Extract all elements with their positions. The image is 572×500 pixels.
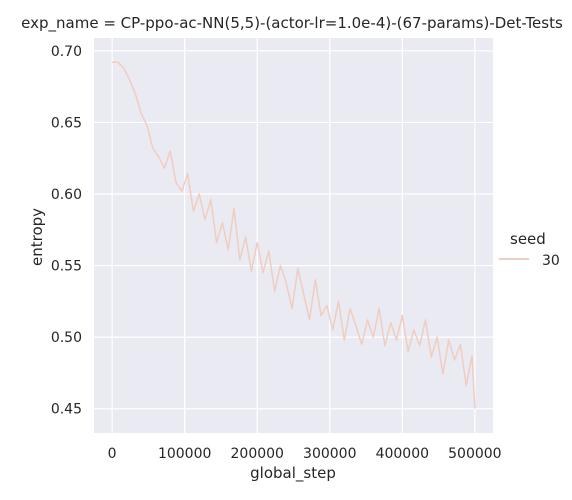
legend-entry-label: 30 [542, 253, 560, 269]
x-tick-label: 100000 [158, 446, 211, 462]
plot-area [94, 38, 493, 433]
y-tick-label: 0.50 [51, 330, 82, 346]
y-tick-label: 0.55 [51, 259, 82, 275]
x-axis-label: global_step [250, 464, 336, 483]
y-tick-label: 0.65 [51, 115, 82, 131]
y-tick-label: 0.70 [51, 44, 82, 60]
y-tick-label: 0.45 [51, 402, 82, 418]
x-tick-label: 300000 [303, 446, 356, 462]
x-tick-label: 200000 [231, 446, 284, 462]
y-tick-label: 0.60 [51, 187, 82, 203]
x-tick-label: 500000 [448, 446, 501, 462]
x-tick-label: 0 [108, 446, 117, 462]
y-axis-label: entropy [28, 208, 46, 266]
legend-title: seed [510, 230, 546, 248]
series-line-30 [112, 61, 476, 409]
grid-lines [94, 38, 493, 433]
x-tick-labels: 0 100000 200000 300000 400000 500000 [108, 446, 502, 462]
legend: seed 30 [499, 230, 560, 269]
series-group [112, 61, 476, 409]
x-tick-label: 400000 [376, 446, 429, 462]
y-tick-labels: 0.45 0.50 0.55 0.60 0.65 0.70 [51, 44, 82, 418]
chart-title: exp_name = CP-ppo-ac-NN(5,5)-(actor-lr=1… [21, 14, 563, 33]
